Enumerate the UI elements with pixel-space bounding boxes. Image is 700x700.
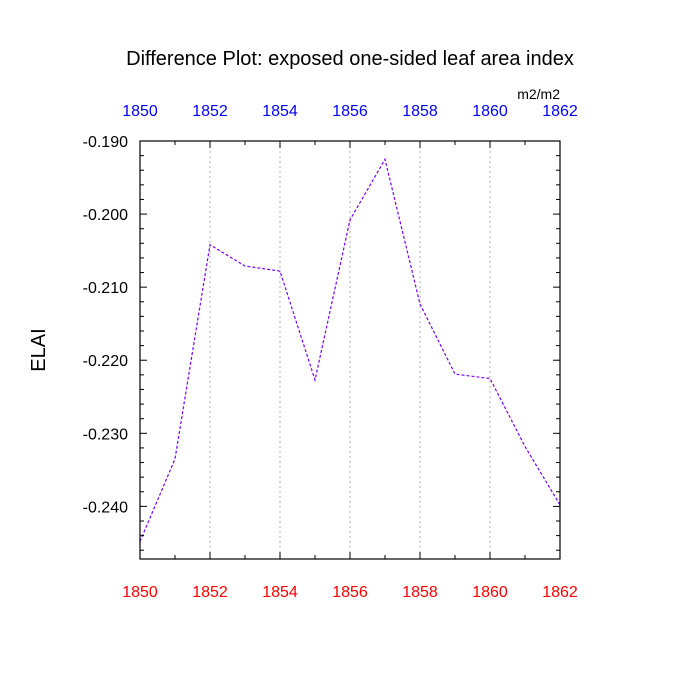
x-tick-label-top: 1854 [262,103,298,120]
y-tick-label: -0.240 [83,499,128,516]
y-tick-label: -0.210 [83,280,128,297]
x-tick-label-top: 1860 [472,103,508,120]
y-tick-label: -0.230 [83,426,128,443]
x-tick-label-top: 1858 [402,103,438,120]
tick-layer: 1850 1850 1852 1852 1854 1854 1856 1856 1858 1858… [83,103,578,601]
x-tick-label-bottom: 1860 [472,584,508,601]
grid-layer [209,141,491,559]
x-tick-label-bottom: 1854 [262,584,298,601]
y-tick-label: -0.200 [83,207,128,224]
x-tick-label-top: 1852 [192,103,228,120]
x-tick-label-top: 1862 [542,103,578,120]
y-axis-label: ELAI [28,328,50,371]
series-line [139,157,561,542]
units-label: m2/m2 [517,86,560,102]
x-tick-label-bottom: 1858 [402,584,438,601]
x-tick-label-bottom: 1862 [542,584,578,601]
y-tick-label: -0.220 [83,353,128,370]
x-tick-label-top: 1850 [122,103,158,120]
series-layer [139,157,561,542]
chart-title: Difference Plot: exposed one-sided leaf … [126,48,574,70]
y-tick-label: -0.190 [83,134,128,151]
x-tick-label-bottom: 1856 [332,584,368,601]
x-tick-label-bottom: 1852 [192,584,228,601]
x-tick-label-bottom: 1850 [122,584,158,601]
plot-frame [139,140,561,560]
x-tick-label-top: 1856 [332,103,368,120]
